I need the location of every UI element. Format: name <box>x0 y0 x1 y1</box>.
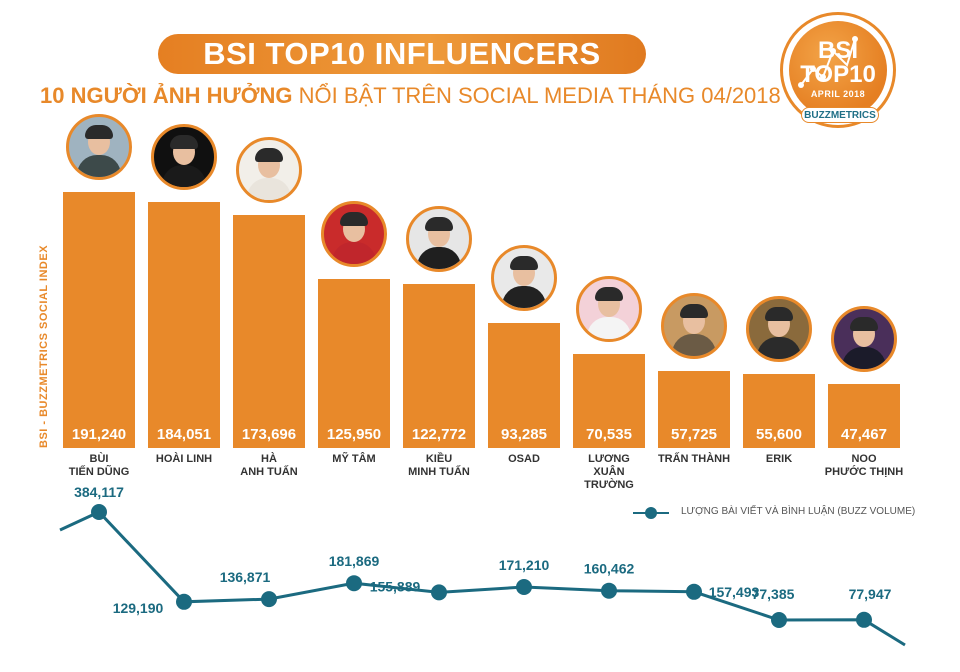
badge-line2: TOP10 <box>800 61 876 88</box>
badge-graph-icon <box>798 36 858 88</box>
category-label: MỸ TÂM <box>332 453 376 465</box>
avatar <box>321 201 387 267</box>
category-label: HOÀI LINH <box>155 453 213 465</box>
bar <box>573 354 645 448</box>
bar <box>233 215 305 448</box>
bar-value-label: 93,285 <box>501 426 547 443</box>
category-label: BÙI TIẾN DŨNG <box>68 453 130 478</box>
avatar <box>66 114 132 180</box>
buzzmetrics-logo: BUZZMETRICS <box>801 107 879 123</box>
series-line <box>59 510 906 647</box>
line-value-label: 77,947 <box>849 586 892 602</box>
category-label: ERIK <box>765 453 793 465</box>
bar <box>148 202 220 448</box>
category-label: HÀ ANH TUẤN <box>240 453 298 478</box>
category-label: NOO PHƯỚC THỊNH <box>824 453 904 478</box>
avatar <box>406 206 472 272</box>
avatar <box>661 293 727 359</box>
line-point <box>431 584 447 601</box>
bar <box>63 192 135 448</box>
line-value-label: 129,190 <box>113 600 164 616</box>
bar-value-label: 191,240 <box>71 426 127 443</box>
line-point <box>686 583 702 600</box>
chart-title: BSI TOP10 INFLUENCERS <box>158 34 646 74</box>
category-label: KIỀU MINH TUẤN <box>408 453 470 478</box>
bar-value-label: 173,696 <box>241 426 297 443</box>
avatar <box>746 296 812 362</box>
bar <box>488 323 560 448</box>
badge-disc <box>789 21 887 119</box>
line-point <box>601 582 617 599</box>
bar <box>743 374 815 448</box>
line-point <box>346 575 362 592</box>
line-point <box>771 612 787 628</box>
line-value-label: 160,462 <box>584 561 635 577</box>
bsi-top10-badge-logo: BSI TOP10 APRIL 2018 BUZZMETRICS <box>780 12 896 128</box>
bar <box>403 284 475 448</box>
avatar <box>576 276 642 342</box>
avatar <box>151 124 217 190</box>
line-value-label: 136,871 <box>220 569 271 585</box>
line-value-label: 171,210 <box>499 557 550 573</box>
subtitle-highlight: 10 NGƯỜI ẢNH HƯỞNG <box>40 83 293 108</box>
line-point <box>516 579 532 595</box>
avatar <box>491 245 557 311</box>
line-point <box>261 591 277 608</box>
line-value-label: 181,869 <box>329 553 380 569</box>
line-point <box>856 611 872 628</box>
line-value-label: 155,889 <box>370 578 421 594</box>
badge-month: APRIL 2018 <box>810 89 866 99</box>
bar-value-label: 125,950 <box>326 426 382 443</box>
legend-label: LƯỢNG BÀI VIẾT VÀ BÌNH LUẬN (BUZZ VOLUME… <box>681 506 916 517</box>
bar <box>658 371 730 448</box>
bar-value-label: 122,772 <box>411 426 467 443</box>
category-label: LƯƠNG XUÂN TRƯỜNG <box>584 453 634 491</box>
chart-subtitle: 10 NGƯỜI ẢNH HƯỞNG NỔI BẬT TRÊN SOCIAL M… <box>40 83 781 109</box>
bar-value-label: 57,725 <box>671 426 717 443</box>
bar <box>828 384 900 448</box>
category-label: OSAD <box>508 453 540 465</box>
bar-value-label: 47,467 <box>841 426 887 443</box>
line-point <box>176 593 192 610</box>
bar-value-label: 184,051 <box>156 426 212 443</box>
avatar <box>831 306 897 372</box>
subtitle-rest: NỔI BẬT TRÊN SOCIAL MEDIA THÁNG 04/2018 <box>292 83 781 108</box>
line-value-label: 157,493 <box>709 584 760 600</box>
bar-value-label: 55,600 <box>756 426 802 443</box>
avatar <box>236 137 302 203</box>
bar <box>318 279 390 448</box>
line-point <box>91 504 107 520</box>
line-value-label: 77,385 <box>752 586 795 602</box>
badge-line1: BSI <box>817 37 858 64</box>
bar-value-label: 70,535 <box>586 426 632 443</box>
line-value-label: 384,117 <box>74 484 124 500</box>
legend-marker-icon <box>645 507 657 519</box>
category-label: TRẤN THÀNH <box>657 453 731 465</box>
